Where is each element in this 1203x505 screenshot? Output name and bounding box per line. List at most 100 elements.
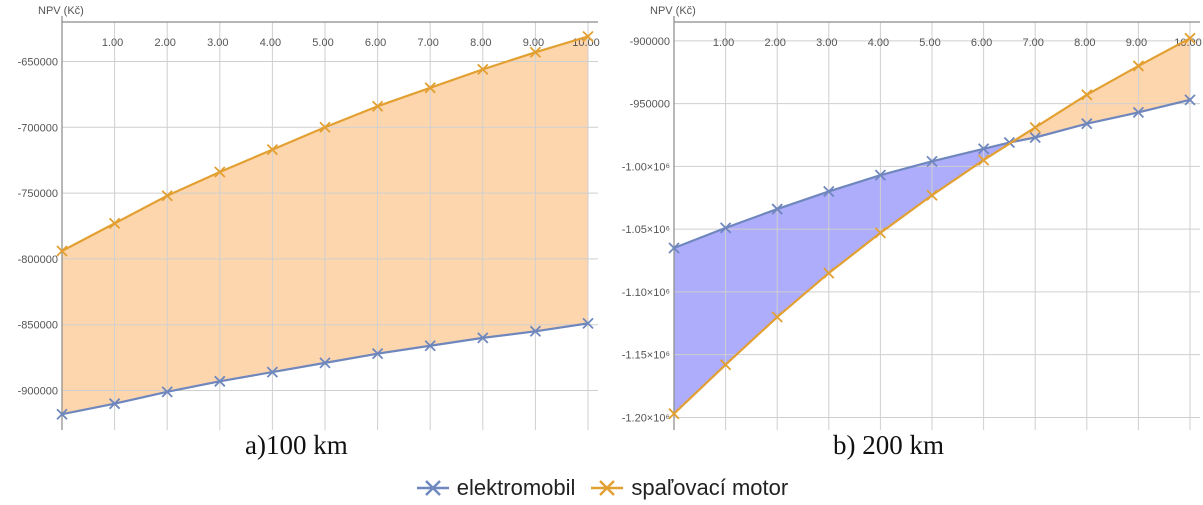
x-marker-stroke [214, 166, 226, 178]
x-marker-stroke [926, 155, 938, 167]
chart-b-series-1-point [668, 408, 680, 420]
x-marker-stroke [477, 332, 489, 344]
chart-b-y-tick-label: -1.20×10⁶ [622, 412, 670, 424]
chart-b-x-tick-label: 8.00 [1074, 37, 1095, 49]
chart-b-series-1-point [719, 359, 732, 371]
chart-a: 1.00 2.00 3.00 4.00 5.00 6.00 7.00 8.00 9.00 10.0… [18, 5, 600, 430]
x-marker-stroke [771, 311, 783, 323]
x-marker-stroke [1081, 89, 1093, 101]
x-marker-line-icon [416, 480, 449, 496]
x-marker-stroke [874, 169, 887, 181]
chart-a-series-0-point [214, 375, 226, 387]
chart-a-x-tick-label: 8.00 [470, 37, 491, 49]
x-marker-stroke [1029, 131, 1041, 144]
x-marker-stroke [161, 386, 173, 398]
chart-a-y-tick-label: -850000 [18, 320, 58, 332]
x-marker-stroke [319, 121, 331, 133]
chart-b-series-0-point [771, 203, 783, 215]
chart-a-x-tick-label: 5.00 [312, 37, 333, 49]
chart-b-series-1-point [823, 267, 835, 279]
x-marker-stroke [1029, 121, 1041, 134]
legend: elektromobil spaľovací motor [0, 473, 1203, 503]
x-marker-stroke [477, 63, 489, 76]
chart-b-series-0-point [823, 185, 835, 198]
x-marker-stroke [1184, 94, 1196, 106]
chart-b-series-1-point [1132, 60, 1145, 72]
chart-b-x-tick-label: 5.00 [919, 37, 940, 49]
x-marker-stroke [823, 185, 835, 198]
chart-b-y-tick-label: -950000 [630, 99, 670, 111]
chart-b-y-tick-label: -1.10×10⁶ [622, 287, 670, 299]
chart-a-y-tick-label: -700000 [18, 122, 58, 134]
x-marker-stroke [582, 317, 594, 330]
chart-a-series-1-point [108, 217, 121, 230]
chart-b-series-1-point [874, 227, 887, 239]
chart-a-series-0-point [319, 357, 331, 369]
chart-a-series-0-point [56, 408, 68, 420]
x-marker-stroke [668, 408, 680, 420]
x-marker-stroke [874, 227, 887, 239]
chart-a-y-axis-label: NPV (Kč) [38, 5, 84, 17]
chart-a-x-tick-label: 7.00 [417, 37, 438, 49]
x-marker-stroke [529, 46, 542, 58]
chart-a-y-tick-label: -650000 [18, 56, 58, 68]
legend-x-b-electric [424, 480, 441, 496]
chart-b-series-1-point [926, 189, 938, 201]
chart-a-series-1-point [214, 166, 226, 178]
chart-a-y-tick-label: -900000 [18, 386, 58, 398]
chart-a-x-tick-label: 2.00 [154, 37, 175, 49]
chart-b-series-0-point [977, 143, 990, 155]
chart-a-series-0-point [477, 332, 489, 344]
chart-b-y-tick-label: -900000 [630, 36, 670, 48]
chart-a-series-1-point [529, 46, 542, 58]
chart-a-series-1-point [161, 190, 173, 202]
chart-b-series-0-point [926, 155, 938, 167]
legend-entry-electric: elektromobil [415, 475, 576, 501]
legend-label-electric: elektromobil [456, 475, 576, 500]
chart-a-x-tick-label: 1.00 [102, 37, 123, 49]
chart-b-y-tick-label: -1.05×10⁶ [622, 224, 670, 236]
chart-b-series-1-point [771, 311, 783, 323]
x-marker-stroke [1184, 32, 1196, 44]
chart-b-series-1-point [1081, 89, 1093, 101]
x-marker-stroke [823, 267, 835, 279]
chart-a-series-1-point [319, 121, 331, 133]
x-marker-stroke [1132, 106, 1145, 119]
chart-a-series-0-point [266, 366, 279, 378]
chart-b-x-tick-label: 4.00 [868, 37, 889, 49]
chart-b-x-tick-label: 1.00 [713, 37, 734, 49]
x-marker-stroke [319, 357, 331, 369]
x-marker-stroke [771, 203, 783, 215]
chart-b-fill-region [674, 142, 1011, 414]
x-marker-stroke [161, 190, 173, 202]
chart-a-series-1-point [424, 82, 436, 94]
x-marker-stroke [371, 100, 384, 112]
x-marker-stroke [56, 245, 68, 257]
chart-b-y-tick-label: -1.15×10⁶ [622, 350, 670, 362]
chart-b: 1.00 2.00 3.00 4.00 5.00 6.00 7.00 8.00 9.00 10.0… [622, 5, 1202, 430]
chart-a-series-1-point [582, 30, 594, 43]
chart-b-x-tick-label: 10.00 [1174, 37, 1202, 49]
chart-b-fill-region [1010, 38, 1190, 143]
chart-b-series-0-point [1132, 106, 1145, 119]
legend-x-b-combustion [599, 480, 616, 496]
x-marker-stroke [1081, 118, 1093, 130]
legend-entry-combustion: spaľovací motor [589, 475, 788, 501]
chart-b-x-tick-label: 9.00 [1126, 37, 1147, 49]
chart-a-series-1-point [266, 144, 279, 156]
chart-b-x-tick-label: 2.00 [764, 37, 785, 49]
chart-b-y-tick-label: -1.00×10⁶ [622, 161, 670, 173]
chart-a-series-0-point [161, 386, 173, 398]
chart-b-series-0-point [874, 169, 887, 181]
chart-a-x-tick-label: 9.00 [523, 37, 544, 49]
chart-a-series-0-point [371, 348, 384, 360]
chart-b-series-1-point [1184, 32, 1196, 44]
x-marker-stroke [266, 144, 279, 156]
chart-a-series-1-point [477, 63, 489, 76]
x-marker-stroke [719, 222, 732, 234]
x-marker-stroke [719, 359, 732, 371]
chart-b-series-1-point [1029, 121, 1041, 134]
chart-a-series-1-point [371, 100, 384, 112]
x-marker-stroke [529, 325, 542, 337]
chart-b-series-0-point [1184, 94, 1196, 106]
